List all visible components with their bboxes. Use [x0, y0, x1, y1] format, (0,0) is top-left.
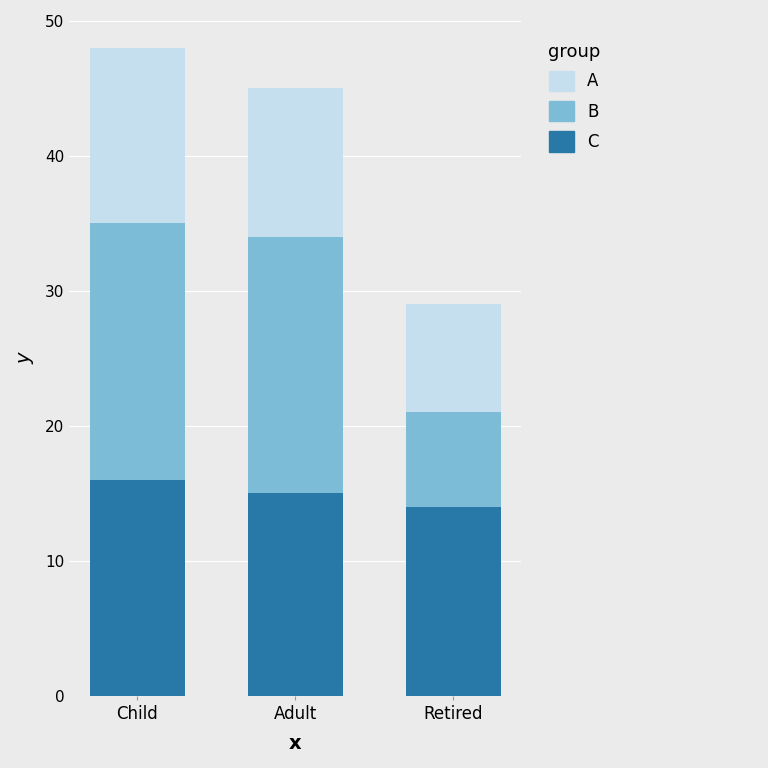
- X-axis label: x: x: [289, 734, 302, 753]
- Bar: [90, 223, 185, 480]
- Bar: [248, 493, 343, 696]
- Legend: A, B, C: A, B, C: [535, 29, 614, 165]
- Bar: [406, 304, 501, 412]
- Bar: [248, 88, 343, 237]
- Bar: [406, 412, 501, 507]
- Bar: [406, 507, 501, 696]
- Bar: [90, 480, 185, 696]
- Bar: [90, 48, 185, 223]
- Y-axis label: y: y: [15, 353, 34, 364]
- Bar: [248, 237, 343, 493]
